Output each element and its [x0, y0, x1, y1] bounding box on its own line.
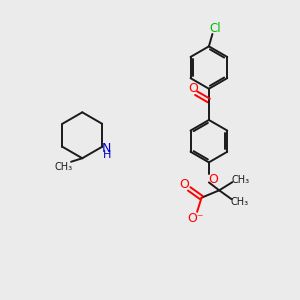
Text: O: O [188, 82, 198, 95]
Text: Cl: Cl [210, 22, 221, 34]
Text: CH₃: CH₃ [231, 196, 249, 206]
Text: O: O [179, 178, 189, 191]
Text: CH₃: CH₃ [232, 175, 250, 185]
Text: N: N [102, 142, 112, 155]
Text: H: H [103, 150, 111, 160]
Text: O⁻: O⁻ [188, 212, 204, 225]
Text: CH₃: CH₃ [54, 162, 72, 172]
Text: O: O [208, 173, 218, 186]
